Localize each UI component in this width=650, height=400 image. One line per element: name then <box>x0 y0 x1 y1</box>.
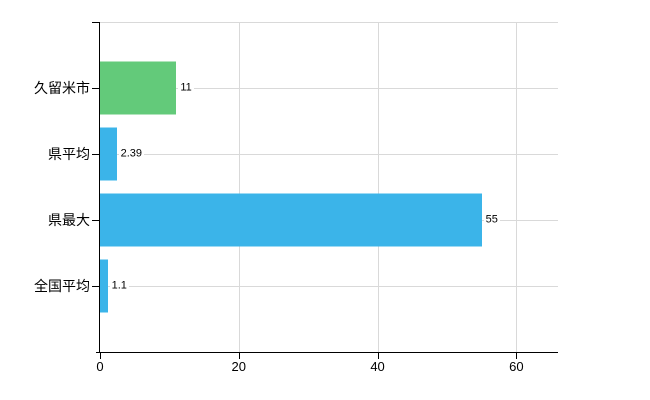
bar <box>100 61 177 115</box>
vertical-gridline <box>516 22 518 352</box>
y-category-label: 全国平均 <box>34 278 90 294</box>
bar-value-label: 1.1 <box>109 279 129 293</box>
bar <box>100 127 117 181</box>
x-axis-tick <box>100 353 101 359</box>
x-axis-tick <box>377 353 379 359</box>
x-tick-label: 0 <box>96 359 104 374</box>
y-axis-tick <box>92 154 99 155</box>
bar <box>100 193 482 247</box>
bar <box>100 259 108 313</box>
vertical-gridline <box>238 22 240 352</box>
y-category-label: 県最大 <box>48 212 90 228</box>
y-axis-line <box>99 22 100 352</box>
vertical-gridline <box>377 22 379 352</box>
category-gridline <box>100 286 558 287</box>
y-category-label: 県平均 <box>48 146 90 162</box>
y-axis-top-tick <box>92 22 99 23</box>
x-axis-tick <box>238 353 240 359</box>
category-gridline <box>100 154 558 155</box>
plot-area: 11 2.39 55 1.1 <box>100 22 558 352</box>
x-tick-label: 20 <box>231 359 247 374</box>
y-axis-tick <box>92 220 99 221</box>
bar-value-label: 55 <box>483 213 500 227</box>
x-axis-line <box>96 352 558 353</box>
x-tick-label: 60 <box>509 359 524 374</box>
y-axis-tick <box>92 88 99 89</box>
bar-value-label: 2.39 <box>118 147 144 161</box>
x-tick-label: 40 <box>370 359 385 374</box>
bar-value-label: 11 <box>178 81 194 95</box>
y-axis-tick <box>92 286 99 287</box>
top-gridline <box>100 22 558 23</box>
y-category-label: 久留米市 <box>34 80 90 96</box>
category-gridline <box>100 88 558 89</box>
x-axis-tick <box>516 353 518 359</box>
